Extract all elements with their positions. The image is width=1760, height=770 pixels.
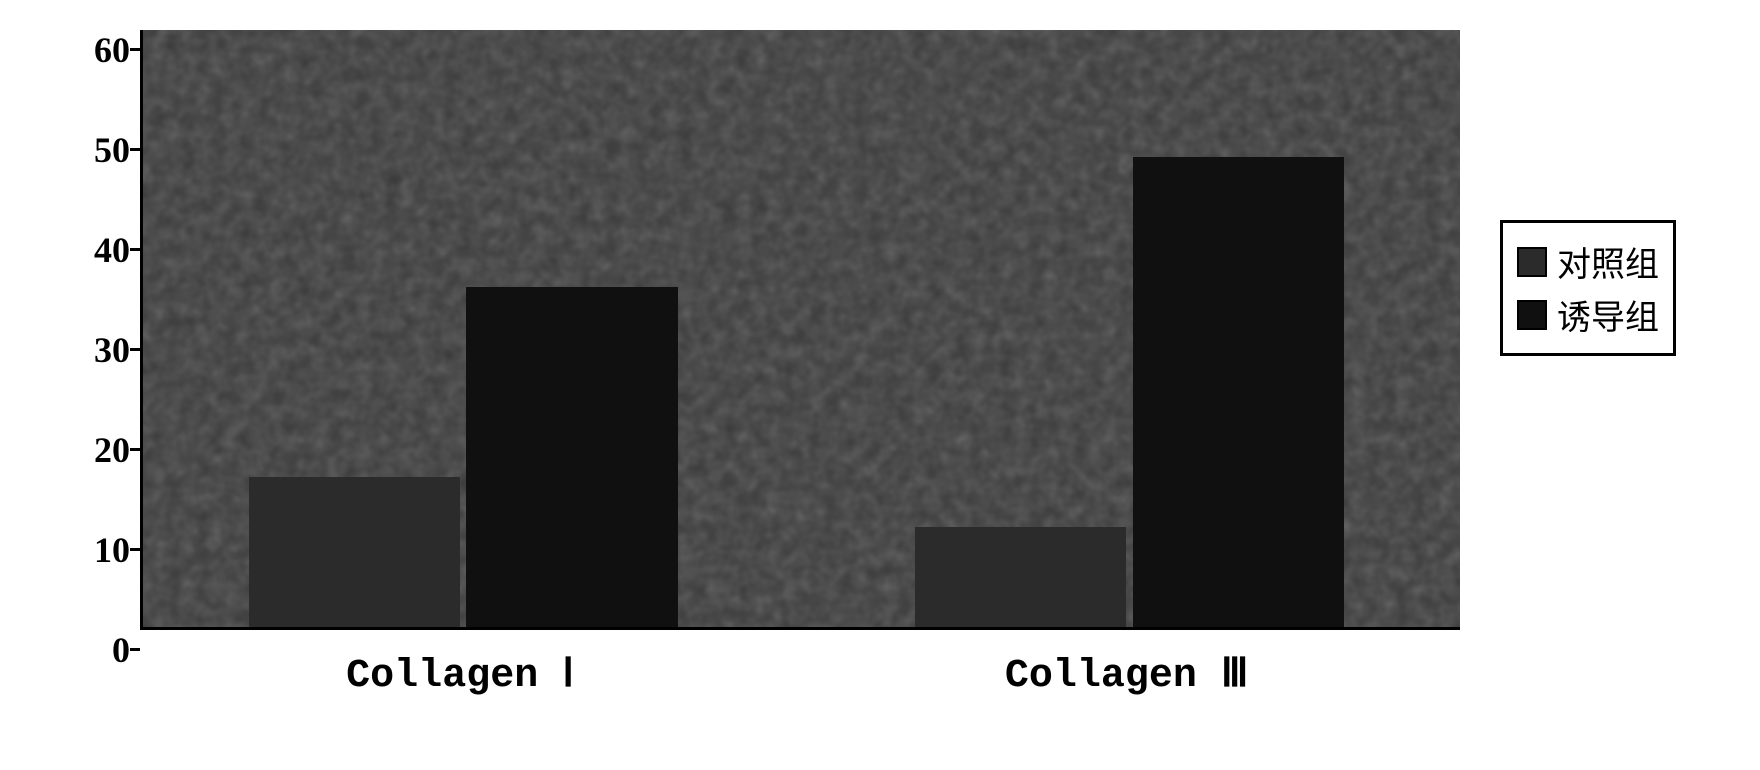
bar: [1133, 157, 1344, 627]
legend-label: 对照组: [1557, 237, 1659, 286]
bar: [249, 477, 460, 627]
bar: [915, 527, 1126, 627]
bar: [466, 287, 677, 627]
chart-container: Collagen mRNA relative quantity 01020304…: [20, 10, 1740, 760]
y-tick-mark: [130, 348, 140, 351]
y-tick-mark: [130, 148, 140, 151]
legend-item: 诱导组: [1517, 290, 1659, 339]
y-tick-mark: [130, 248, 140, 251]
legend-label: 诱导组: [1557, 290, 1659, 339]
y-tick-mark: [130, 548, 140, 551]
y-tick-mark: [130, 448, 140, 451]
legend: 对照组诱导组: [1500, 220, 1676, 356]
legend-swatch: [1517, 300, 1547, 330]
plot-area: [140, 30, 1460, 630]
x-category-label: Collagen Ⅰ: [346, 650, 574, 699]
y-tick-mark: [130, 648, 140, 651]
legend-swatch: [1517, 247, 1547, 277]
plot-frame: 0102030405060Collagen ⅠCollagen Ⅲ: [140, 30, 1460, 650]
y-tick-mark: [130, 48, 140, 51]
legend-item: 对照组: [1517, 237, 1659, 286]
x-category-label: Collagen Ⅲ: [1005, 650, 1249, 699]
